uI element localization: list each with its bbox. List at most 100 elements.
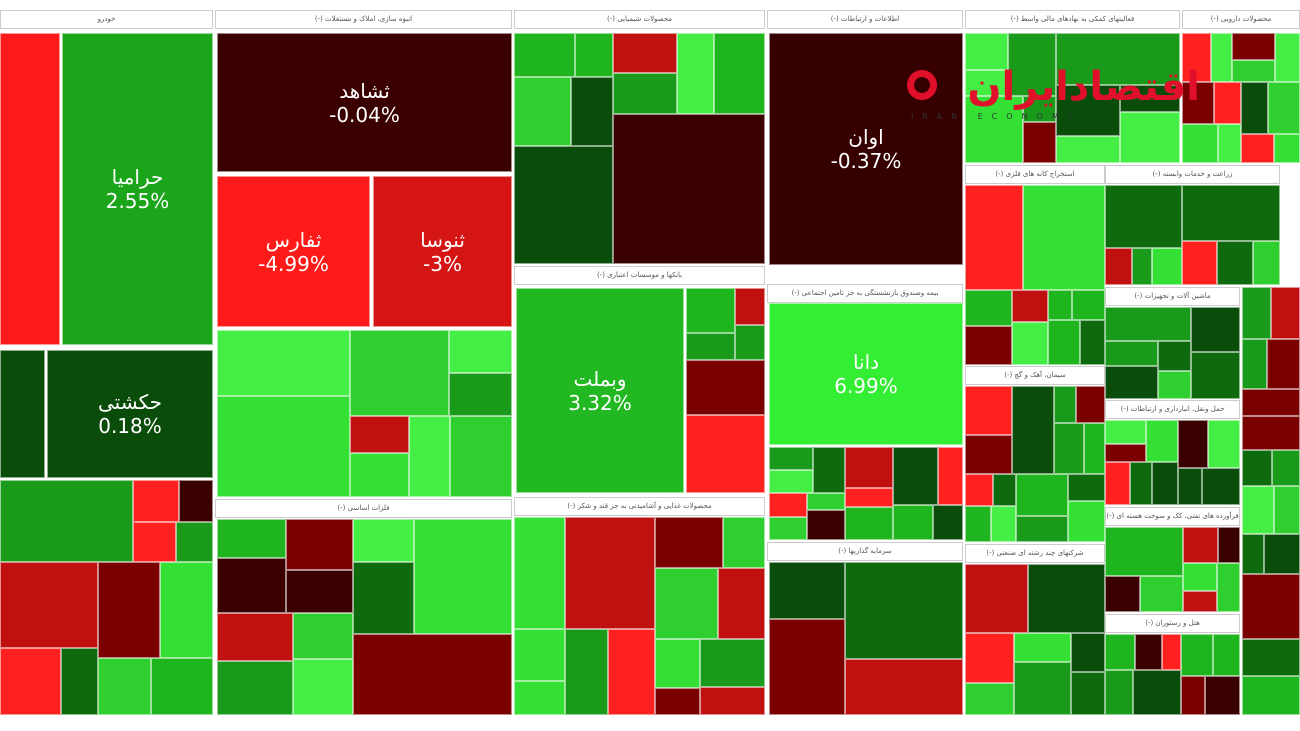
stock-cell-small[interactable] [1028,564,1105,633]
stock-cell[interactable]: وبملت 3.32% [516,288,684,493]
stock-cell-small[interactable] [1023,96,1056,122]
stock-cell-small[interactable] [655,639,700,688]
stock-cell-small[interactable] [1181,634,1213,676]
stock-cell-small[interactable] [1242,534,1264,574]
stock-cell-small[interactable] [514,629,565,681]
stock-cell-small[interactable] [1048,320,1080,365]
stock-cell-small[interactable] [933,505,963,540]
stock-cell-small[interactable] [938,447,963,505]
sector-header[interactable]: هتل و رستوران (-) [1105,614,1240,633]
stock-cell-small[interactable] [1217,241,1253,285]
stock-cell[interactable]: دانا 6.99% [769,303,963,445]
stock-cell-small[interactable] [1191,307,1240,352]
sector-header[interactable]: استخراج کانه های فلزی (-) [965,165,1105,184]
stock-cell-small[interactable] [160,562,213,658]
stock-cell-small[interactable] [1023,185,1105,290]
stock-cell-small[interactable] [353,562,414,634]
stock-cell-small[interactable] [1208,420,1240,468]
stock-cell-small[interactable] [1267,339,1300,389]
stock-cell-small[interactable] [700,687,765,715]
sector-header[interactable]: فرآورده های نفتی، کک و سوخت هسته ای (-) [1105,507,1240,526]
stock-cell-small[interactable] [769,562,845,619]
stock-cell-small[interactable] [1120,85,1180,112]
stock-cell-small[interactable] [450,416,512,497]
stock-cell-small[interactable] [0,480,133,562]
stock-cell-small[interactable] [1242,287,1271,339]
sector-header[interactable]: شرکتهای چند رشته ای صنعتی (-) [965,544,1105,563]
stock-cell-small[interactable] [613,114,765,264]
stock-cell-small[interactable] [1232,33,1275,60]
stock-cell-small[interactable] [1275,33,1300,82]
stock-cell-small[interactable] [1014,633,1071,662]
sector-header[interactable]: محصولات غذایی و آشامیدنی به جز قند و شکر… [514,497,765,516]
stock-cell-small[interactable] [1120,112,1180,163]
stock-cell-small[interactable] [1071,633,1105,672]
stock-cell-small[interactable] [514,517,565,629]
stock-cell-small[interactable] [1105,576,1140,612]
stock-cell-small[interactable] [1158,371,1191,399]
stock-cell-small[interactable] [845,659,963,715]
stock-cell-small[interactable] [965,633,1014,683]
stock-cell-small[interactable] [813,447,845,493]
stock-cell-small[interactable] [1105,420,1146,444]
stock-cell-small[interactable] [1012,386,1054,474]
stock-cell-small[interactable] [293,613,353,659]
stock-cell[interactable]: ثنوسا -3% [373,176,512,327]
stock-cell-small[interactable] [686,360,765,415]
stock-cell-small[interactable] [1182,33,1211,82]
stock-cell-small[interactable] [1217,563,1240,612]
sector-header[interactable]: ماشین آلات و تجهیزات (-) [1105,287,1240,306]
stock-cell-small[interactable] [1133,670,1181,715]
stock-cell-small[interactable] [1105,462,1130,505]
stock-cell-small[interactable] [1182,185,1280,241]
stock-cell-small[interactable] [350,330,449,416]
sector-header[interactable]: سرمایه گذاریها (-) [767,542,963,561]
sector-header[interactable]: فعالیتهای کمکی به نهادهای مالی واسط (-) [965,10,1180,29]
stock-cell-small[interactable] [217,613,293,661]
stock-cell-small[interactable] [1056,33,1180,85]
stock-cell-small[interactable] [1105,670,1133,715]
stock-cell-small[interactable] [655,517,723,568]
stock-cell-small[interactable] [350,453,409,497]
stock-cell-small[interactable] [1084,423,1105,474]
stock-cell-small[interactable] [735,325,765,360]
stock-cell-small[interactable] [1178,468,1202,505]
stock-cell-small[interactable] [217,330,350,396]
stock-cell-small[interactable] [1072,290,1105,320]
stock-cell-small[interactable] [1054,386,1076,423]
stock-cell-small[interactable] [769,447,813,470]
stock-cell[interactable]: ثفارس -4.99% [217,176,370,327]
stock-cell-small[interactable] [133,480,179,522]
sector-header[interactable]: انبوه سازی، املاک و مستغلات (-) [215,10,512,29]
stock-cell-small[interactable] [1105,634,1135,670]
stock-cell-small[interactable] [449,373,512,416]
sector-header[interactable]: فلزات اساسی (-) [215,499,512,518]
stock-cell-small[interactable] [686,288,735,333]
stock-cell-small[interactable] [1274,486,1300,534]
stock-cell-small[interactable] [151,658,213,715]
stock-cell-small[interactable] [1205,676,1240,715]
stock-cell-small[interactable] [514,146,613,264]
stock-cell-small[interactable] [1056,136,1120,163]
stock-cell-small[interactable] [1105,341,1158,366]
stock-cell-small[interactable] [845,507,893,540]
stock-cell-small[interactable] [176,522,213,562]
stock-cell-small[interactable] [1105,185,1182,248]
stock-cell-small[interactable] [179,480,213,522]
stock-cell-small[interactable] [1183,527,1218,563]
stock-cell-small[interactable] [991,506,1016,542]
stock-cell-small[interactable] [1135,634,1162,670]
stock-cell-small[interactable] [1023,122,1056,163]
stock-cell-small[interactable] [1152,462,1178,505]
stock-cell-small[interactable] [769,517,807,540]
stock-cell-small[interactable] [1162,634,1181,670]
stock-cell-small[interactable] [1054,423,1084,474]
stock-cell[interactable]: ثشاهد -0.04% [217,33,512,172]
stock-cell-small[interactable] [1105,444,1146,462]
stock-cell-small[interactable] [565,517,655,629]
stock-cell-small[interactable] [1158,341,1191,371]
stock-cell-small[interactable] [286,570,353,613]
sector-header[interactable]: محصولات شیمیایی (-) [514,10,765,29]
stock-cell-small[interactable] [965,435,1012,474]
stock-cell-small[interactable] [1152,248,1182,285]
